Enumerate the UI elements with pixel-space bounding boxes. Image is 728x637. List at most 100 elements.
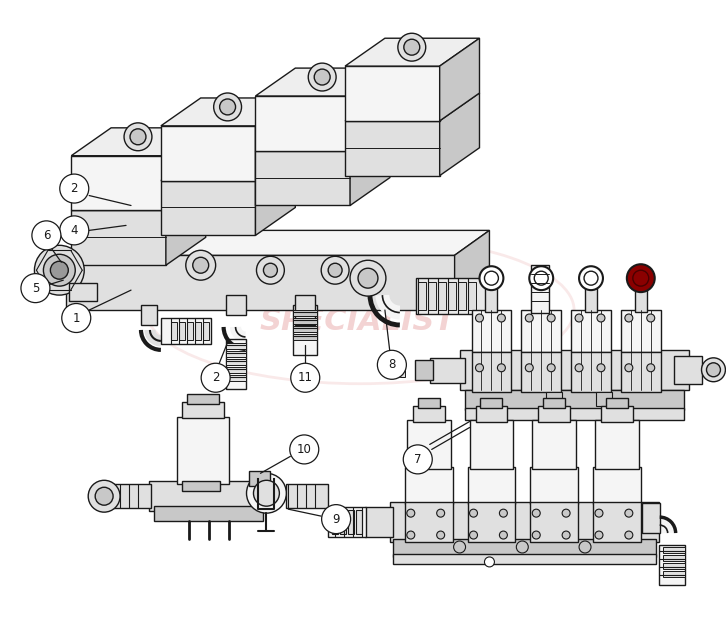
Polygon shape [161, 98, 296, 126]
Bar [659, 545, 684, 585]
Polygon shape [350, 68, 390, 151]
Circle shape [264, 263, 277, 277]
Circle shape [454, 541, 465, 553]
Text: 10: 10 [297, 443, 312, 456]
Bar [531, 265, 549, 313]
Circle shape [625, 509, 633, 517]
Circle shape [407, 509, 415, 517]
Bar [546, 392, 562, 406]
Circle shape [437, 531, 445, 539]
Circle shape [88, 480, 120, 512]
Circle shape [130, 129, 146, 145]
Circle shape [186, 250, 215, 280]
Polygon shape [66, 231, 489, 255]
Circle shape [475, 364, 483, 372]
Bar [407, 420, 451, 469]
Circle shape [60, 174, 89, 203]
Bar [472, 352, 511, 392]
Bar [226, 295, 245, 315]
Circle shape [625, 364, 633, 372]
Circle shape [575, 364, 583, 372]
Polygon shape [161, 153, 296, 181]
Circle shape [526, 314, 533, 322]
Bar [606, 397, 628, 408]
Bar [521, 352, 561, 392]
Bar [187, 394, 218, 404]
Bar [538, 406, 570, 422]
Bar [328, 507, 366, 537]
Bar [286, 484, 328, 508]
Bar [413, 406, 445, 422]
Text: EQUIPMENT: EQUIPMENT [257, 283, 459, 313]
Circle shape [480, 266, 503, 290]
Circle shape [702, 358, 725, 382]
Polygon shape [440, 38, 480, 121]
Bar [226, 351, 245, 357]
Circle shape [597, 314, 605, 322]
Bar [171, 322, 177, 340]
Polygon shape [256, 98, 296, 181]
Circle shape [201, 363, 230, 392]
Bar [179, 322, 185, 340]
Circle shape [124, 123, 152, 151]
Bar [161, 181, 256, 235]
Bar [345, 121, 440, 176]
Bar [470, 420, 513, 469]
Bar [332, 510, 338, 534]
Polygon shape [166, 183, 206, 265]
Circle shape [499, 531, 507, 539]
Bar [448, 282, 456, 310]
Bar [182, 402, 223, 418]
Bar [662, 547, 684, 553]
Bar [571, 352, 611, 392]
Circle shape [322, 505, 351, 534]
Bar [530, 502, 578, 542]
Circle shape [706, 363, 721, 376]
Bar [472, 310, 511, 352]
Circle shape [253, 480, 280, 506]
Bar [296, 295, 315, 325]
Text: 2: 2 [212, 371, 219, 384]
Bar [393, 554, 656, 564]
Circle shape [532, 509, 540, 517]
Circle shape [484, 557, 494, 567]
Bar [486, 288, 497, 312]
Circle shape [562, 531, 570, 539]
Bar [621, 352, 661, 392]
Circle shape [529, 266, 553, 290]
Bar [345, 66, 440, 121]
Circle shape [397, 33, 426, 61]
Bar [475, 406, 507, 422]
Text: 2: 2 [71, 182, 78, 195]
Circle shape [516, 541, 529, 553]
Bar [467, 502, 515, 542]
Circle shape [633, 270, 649, 286]
Polygon shape [440, 93, 480, 176]
Circle shape [350, 261, 386, 296]
Circle shape [629, 266, 653, 290]
Bar [66, 255, 454, 310]
Bar [480, 397, 502, 408]
Circle shape [475, 314, 483, 322]
Circle shape [646, 364, 654, 372]
Bar [161, 126, 256, 181]
Bar [195, 322, 201, 340]
Text: 6: 6 [43, 229, 50, 242]
Bar [348, 510, 354, 534]
Circle shape [44, 254, 75, 286]
Circle shape [634, 271, 648, 285]
Bar [635, 288, 646, 312]
Bar [293, 318, 317, 324]
Bar [293, 326, 317, 332]
Bar [293, 310, 317, 316]
Bar [226, 375, 245, 381]
Bar [161, 318, 210, 344]
Bar [585, 288, 597, 312]
Bar [154, 506, 264, 521]
Circle shape [328, 263, 342, 277]
Circle shape [497, 364, 505, 372]
Bar [293, 334, 317, 340]
Circle shape [584, 271, 598, 285]
Circle shape [497, 314, 505, 322]
Bar [177, 417, 229, 484]
